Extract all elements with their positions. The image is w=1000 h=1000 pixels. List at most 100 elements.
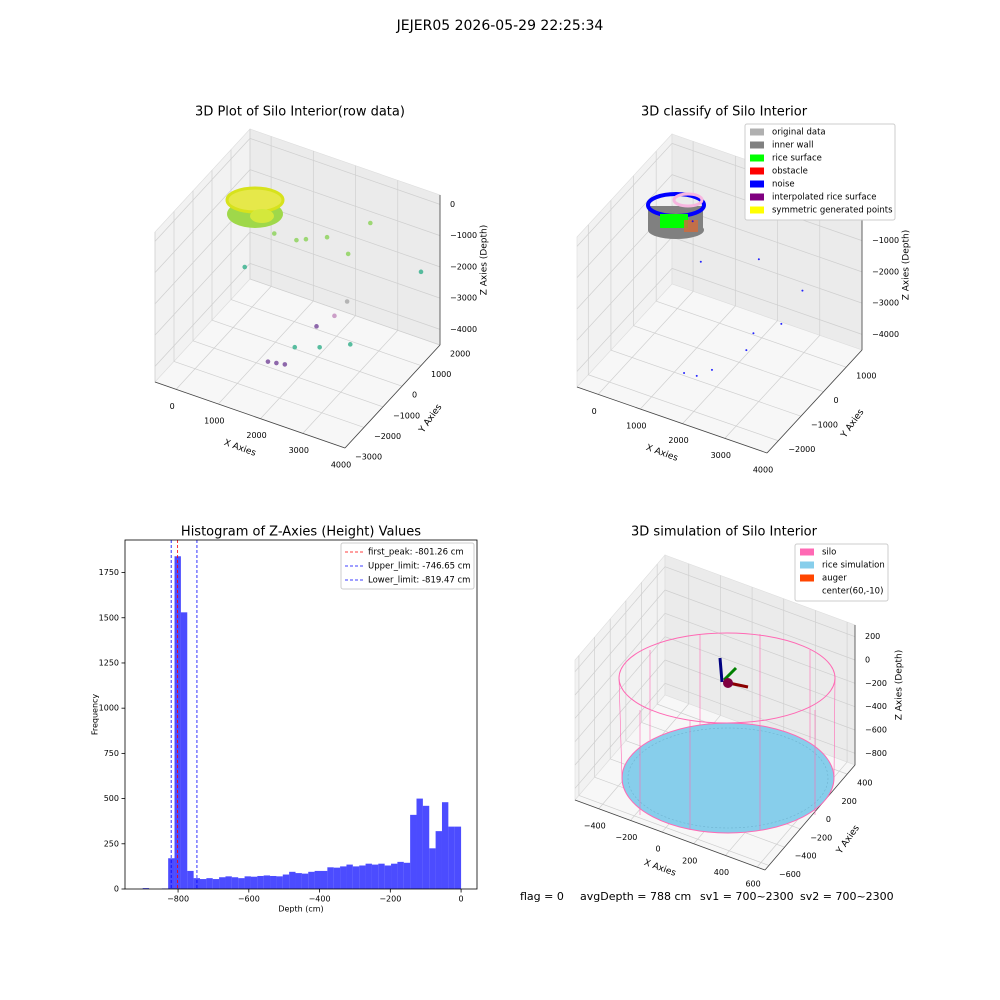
auger-axis (718, 657, 724, 683)
point (695, 374, 698, 377)
grid-line (260, 315, 356, 419)
y-tick-label: −400 (795, 852, 817, 861)
bar (168, 858, 175, 889)
point (274, 360, 279, 366)
cluster-top (225, 186, 285, 214)
interpolated (684, 220, 698, 232)
legend-label: silo (822, 548, 836, 558)
bar (416, 798, 423, 889)
x-tick-label: 2000 (246, 431, 266, 440)
bar (371, 864, 379, 889)
legend-swatch (750, 167, 764, 175)
legend-box (794, 543, 889, 602)
axis-line (154, 381, 346, 449)
z-tick-label: −400 (865, 702, 887, 711)
x-tick-label: −400 (309, 895, 331, 904)
grid-line (230, 299, 422, 366)
grid-line (302, 330, 399, 434)
grid-line (671, 205, 863, 273)
y-tick-label: 1500 (99, 613, 119, 622)
bar (206, 878, 213, 889)
legend: silo rice simulation auger center(60,-10) (794, 543, 889, 602)
axis-line (344, 344, 441, 449)
z-tick-label: −2000 (872, 267, 899, 276)
y-axis-label: Frequency (91, 694, 100, 736)
y-tick-label: 500 (104, 794, 119, 803)
footer-text: sv1 = 700~2300 (700, 890, 794, 903)
bar (219, 877, 226, 889)
y-tick-label: −1000 (393, 411, 420, 420)
silo-wall (618, 634, 836, 830)
legend-label: center(60,-10) (822, 587, 883, 597)
legend-label: obstacle (772, 167, 808, 177)
grid-line (249, 169, 441, 236)
x-tick-label: −800 (167, 895, 189, 904)
legend-label: inner wall (772, 141, 813, 151)
legend-swatch (800, 587, 814, 595)
z-tick-label: −200 (865, 679, 887, 688)
y-tick-label: −3000 (355, 453, 382, 462)
y-tick-label: 0 (412, 391, 417, 400)
grid-line (656, 300, 847, 368)
chart-title: 3D classify of Silo Interior (641, 105, 808, 120)
y-tick-label: −600 (779, 870, 801, 879)
bar (448, 826, 455, 889)
legend-label: symmetric generated points (772, 206, 893, 216)
bar (441, 802, 449, 889)
x-tick-label: 1000 (626, 422, 646, 431)
legend-label: rice simulation (822, 561, 885, 571)
y-tick-label: 250 (104, 839, 119, 848)
chart-title: 3D simulation of Silo Interior (631, 525, 818, 540)
grid-line (576, 174, 673, 278)
grid-line (574, 566, 666, 672)
bar (244, 876, 251, 889)
bar (422, 805, 430, 889)
x-tick-label: 0 (656, 845, 661, 854)
grid-line (154, 231, 251, 336)
grid-line (154, 169, 251, 273)
point (752, 332, 755, 335)
grid-line (154, 138, 251, 242)
footer-text: flag = 0 (520, 890, 564, 903)
point (683, 372, 686, 375)
x-tick-label: 1000 (204, 417, 224, 426)
x-tick-label: 0 (592, 407, 597, 416)
x-tick-label: 400 (714, 868, 729, 877)
point (418, 269, 424, 275)
axes-3d: −400−2000200400600−600−400−2000200400−80… (574, 554, 905, 889)
legend-swatch (800, 548, 814, 556)
x-axis-label: X Axies (642, 858, 677, 879)
bar (295, 873, 302, 889)
grid-line (249, 263, 441, 330)
z-tick-label: −4000 (872, 330, 899, 339)
x-axis-label: Depth (cm) (278, 905, 323, 914)
footer-text: sv2 = 700~2300 (800, 890, 894, 903)
point (332, 313, 337, 319)
point (780, 322, 783, 325)
bar (352, 866, 360, 889)
points (242, 220, 424, 367)
grid-line (671, 268, 863, 335)
grid-line (192, 340, 384, 408)
x-tick-label: 3000 (289, 446, 309, 455)
point (271, 231, 277, 236)
grid-line (671, 236, 863, 304)
bar (314, 870, 321, 889)
bar (282, 874, 290, 889)
legend: first_peak: -801.26 cm Upper_limit: -746.… (340, 542, 475, 590)
grid-line (211, 319, 403, 387)
legend-box (744, 123, 896, 221)
y-tick-label: −200 (810, 833, 832, 842)
bar (225, 876, 232, 889)
decorations (225, 186, 836, 834)
x-tick-label: −400 (584, 821, 606, 830)
grid-line (249, 138, 441, 205)
x-tick-label: 4000 (753, 466, 773, 475)
rice-surface (660, 214, 688, 228)
symmetric-ring (672, 192, 704, 208)
bar (301, 873, 309, 889)
bar (142, 888, 150, 889)
legend-swatch (750, 180, 764, 188)
y-axis-label: Y Axies (417, 402, 445, 435)
